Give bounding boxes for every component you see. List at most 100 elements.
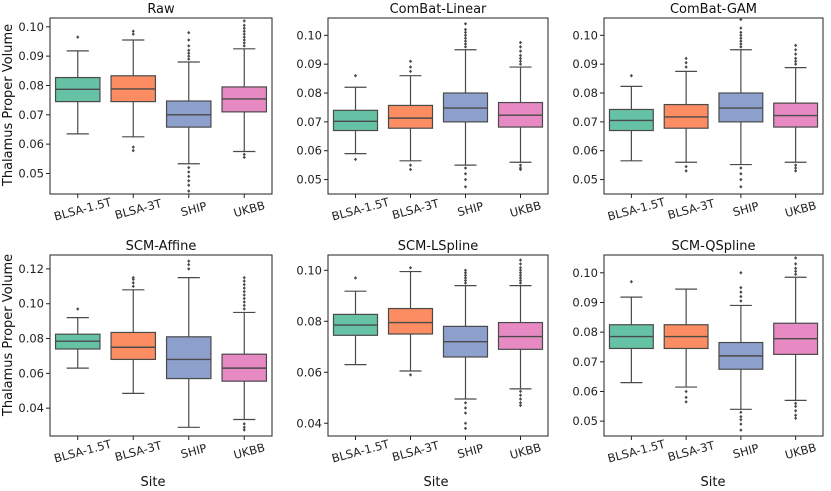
outlier-point bbox=[518, 62, 523, 66]
outlier-point bbox=[242, 38, 246, 42]
outlier-point bbox=[739, 417, 743, 422]
y-tick-label: 0.08 bbox=[572, 86, 598, 100]
outlier-point bbox=[794, 416, 798, 420]
x-tick-label: SHIP bbox=[731, 441, 760, 461]
y-tick-label: 0.08 bbox=[296, 314, 322, 328]
box-iqr bbox=[165, 100, 212, 128]
outlier-point bbox=[131, 29, 135, 33]
outlier-point bbox=[242, 19, 246, 23]
outlier-point bbox=[242, 152, 246, 157]
outlier-point bbox=[242, 23, 246, 28]
y-tick-label: 0.07 bbox=[572, 355, 598, 369]
outlier-point bbox=[518, 401, 523, 405]
y-tick-label: 0.08 bbox=[296, 86, 322, 100]
box-blsa-3t bbox=[663, 56, 709, 173]
y-tick-label: 0.04 bbox=[296, 416, 322, 430]
outlier-point bbox=[794, 47, 798, 52]
outlier-point bbox=[518, 268, 523, 273]
outlier-point bbox=[242, 35, 246, 39]
outlier-point bbox=[463, 30, 468, 35]
outlier-point bbox=[739, 33, 743, 38]
outlier-point bbox=[518, 45, 523, 49]
x-tick-label: BLSA-1.5T bbox=[606, 195, 667, 224]
box-ukbb bbox=[773, 43, 819, 173]
outlier-point bbox=[242, 300, 246, 304]
x-tick-label: UKBB bbox=[783, 440, 817, 462]
box-ukbb bbox=[221, 275, 268, 432]
outlier-point bbox=[463, 401, 468, 405]
outlier-point bbox=[794, 404, 798, 409]
y-tick-label: 0.08 bbox=[18, 332, 44, 346]
y-axis-label-bottom: Thalamus Proper Volume bbox=[1, 254, 16, 417]
outlier-point bbox=[684, 65, 688, 69]
panel-title: SCM-Affine bbox=[126, 239, 197, 254]
outlier-point bbox=[518, 271, 523, 275]
box-ship bbox=[165, 30, 212, 193]
outlier-point bbox=[131, 284, 135, 289]
box-ship bbox=[718, 271, 764, 432]
outlier-point bbox=[353, 157, 358, 162]
outlier-point bbox=[463, 33, 468, 38]
outlier-point bbox=[684, 389, 688, 394]
outlier-point bbox=[187, 170, 191, 174]
outlier-point bbox=[518, 40, 523, 45]
outlier-point bbox=[684, 60, 688, 65]
outlier-point bbox=[518, 258, 523, 262]
x-tick-label: BLSA-3T bbox=[391, 196, 442, 222]
outlier-point bbox=[408, 373, 413, 377]
panel-title: SCM-QSpline bbox=[672, 239, 756, 254]
outlier-point bbox=[518, 276, 523, 280]
x-tick-label: BLSA-1.5T bbox=[52, 437, 113, 466]
box-blsa-1-5t bbox=[332, 73, 379, 162]
outlier-point bbox=[463, 406, 468, 410]
y-tick-label: 0.04 bbox=[18, 401, 44, 415]
outlier-point bbox=[518, 163, 523, 167]
box-blsa-1-5t bbox=[54, 35, 101, 135]
outlier-point bbox=[794, 43, 798, 48]
outlier-point bbox=[353, 73, 358, 78]
outlier-point bbox=[739, 290, 743, 294]
outlier-point bbox=[242, 428, 246, 432]
outlier-point bbox=[684, 169, 688, 173]
y-tick-label: 0.06 bbox=[572, 384, 598, 398]
y-tick-label: 0.06 bbox=[572, 144, 598, 158]
x-tick-label: SHIP bbox=[731, 199, 760, 219]
y-tick-label: 0.05 bbox=[572, 414, 598, 428]
y-tick-label: 0.06 bbox=[18, 366, 44, 380]
outlier-point bbox=[739, 177, 743, 182]
outlier-point bbox=[131, 275, 135, 280]
outlier-point bbox=[187, 267, 191, 271]
outlier-point bbox=[131, 32, 135, 36]
outlier-point bbox=[739, 45, 743, 49]
x-axis-label-col2: Site bbox=[424, 475, 449, 490]
outlier-point bbox=[131, 148, 135, 153]
outlier-point bbox=[463, 421, 468, 426]
box-iqr bbox=[387, 104, 434, 129]
outlier-point bbox=[242, 41, 246, 45]
panel-title: ComBat-Linear bbox=[390, 2, 487, 17]
x-tick-label: UKBB bbox=[508, 198, 542, 220]
outlier-point bbox=[463, 21, 468, 26]
outlier-point bbox=[242, 29, 246, 33]
outlier-point bbox=[739, 294, 743, 299]
y-tick-label: 0.07 bbox=[572, 115, 598, 129]
outlier-point bbox=[187, 262, 191, 267]
x-tick-label: SHIP bbox=[456, 441, 485, 461]
x-tick-label: BLSA-3T bbox=[666, 196, 717, 222]
outlier-point bbox=[463, 278, 468, 283]
y-axis-label-top: Thalamus Proper Volume bbox=[1, 24, 16, 187]
x-tick-label: BLSA-3T bbox=[391, 438, 442, 464]
outlier-point bbox=[739, 414, 743, 419]
box-blsa-1-5t bbox=[332, 276, 379, 366]
outlier-point bbox=[794, 52, 798, 56]
outlier-point bbox=[463, 268, 468, 273]
outlier-point bbox=[408, 265, 413, 270]
outlier-point bbox=[739, 172, 743, 176]
x-tick-label: BLSA-3T bbox=[113, 196, 164, 222]
y-tick-label: 0.07 bbox=[296, 115, 322, 129]
outlier-point bbox=[408, 69, 413, 74]
x-tick-label: SHIP bbox=[179, 441, 208, 461]
box-blsa-1-5t bbox=[608, 73, 654, 162]
panel-1: Raw 0.05 0.06 0.07 0.08 0.09 0.10 BLSA-1.5T BLSA… bbox=[18, 2, 273, 224]
